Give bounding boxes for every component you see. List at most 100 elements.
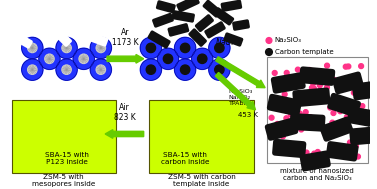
Circle shape bbox=[62, 43, 71, 53]
FancyBboxPatch shape bbox=[271, 72, 306, 94]
Circle shape bbox=[290, 100, 294, 105]
FancyBboxPatch shape bbox=[267, 57, 368, 163]
Circle shape bbox=[96, 43, 106, 53]
Circle shape bbox=[331, 111, 336, 115]
Circle shape bbox=[285, 84, 290, 89]
FancyBboxPatch shape bbox=[326, 141, 359, 162]
Circle shape bbox=[351, 90, 356, 95]
FancyBboxPatch shape bbox=[12, 100, 116, 173]
Circle shape bbox=[158, 48, 179, 69]
FancyBboxPatch shape bbox=[267, 94, 302, 116]
Circle shape bbox=[354, 143, 358, 148]
FancyBboxPatch shape bbox=[352, 81, 377, 100]
FancyBboxPatch shape bbox=[63, 0, 82, 18]
Circle shape bbox=[28, 65, 37, 74]
Circle shape bbox=[343, 105, 348, 110]
FancyBboxPatch shape bbox=[300, 150, 331, 171]
Circle shape bbox=[272, 70, 277, 75]
FancyBboxPatch shape bbox=[83, 0, 104, 12]
Circle shape bbox=[307, 67, 312, 72]
FancyArrow shape bbox=[107, 54, 144, 63]
FancyBboxPatch shape bbox=[290, 113, 325, 132]
FancyBboxPatch shape bbox=[347, 107, 374, 127]
Circle shape bbox=[310, 81, 315, 85]
Circle shape bbox=[315, 149, 320, 154]
Circle shape bbox=[325, 63, 329, 68]
Circle shape bbox=[311, 86, 316, 91]
Circle shape bbox=[340, 126, 345, 131]
Circle shape bbox=[90, 59, 112, 80]
FancyBboxPatch shape bbox=[94, 19, 112, 31]
Circle shape bbox=[215, 43, 224, 53]
Circle shape bbox=[281, 123, 286, 128]
Circle shape bbox=[324, 133, 329, 138]
Circle shape bbox=[325, 85, 329, 90]
FancyBboxPatch shape bbox=[156, 0, 176, 13]
FancyBboxPatch shape bbox=[16, 0, 36, 13]
FancyBboxPatch shape bbox=[172, 10, 195, 23]
Text: mixture of nanosized
carbon and Na₂SiO₃: mixture of nanosized carbon and Na₂SiO₃ bbox=[280, 168, 354, 181]
FancyBboxPatch shape bbox=[320, 117, 353, 142]
FancyBboxPatch shape bbox=[195, 14, 214, 32]
Circle shape bbox=[284, 80, 289, 84]
Text: Ar
1173 K: Ar 1173 K bbox=[112, 28, 139, 47]
Circle shape bbox=[275, 122, 280, 126]
Circle shape bbox=[39, 48, 60, 69]
FancyBboxPatch shape bbox=[149, 100, 254, 173]
Circle shape bbox=[354, 137, 358, 142]
Circle shape bbox=[294, 110, 299, 115]
FancyBboxPatch shape bbox=[147, 30, 171, 49]
Text: 453 K: 453 K bbox=[238, 112, 258, 118]
Circle shape bbox=[56, 59, 77, 80]
Circle shape bbox=[343, 64, 348, 69]
Circle shape bbox=[266, 49, 272, 55]
Circle shape bbox=[359, 64, 363, 69]
Circle shape bbox=[146, 43, 156, 53]
FancyBboxPatch shape bbox=[332, 71, 364, 94]
FancyBboxPatch shape bbox=[327, 93, 361, 117]
Circle shape bbox=[318, 78, 323, 83]
FancyBboxPatch shape bbox=[349, 126, 377, 145]
FancyBboxPatch shape bbox=[176, 0, 200, 12]
Circle shape bbox=[181, 65, 190, 74]
Circle shape bbox=[331, 77, 336, 82]
FancyBboxPatch shape bbox=[75, 7, 97, 26]
Circle shape bbox=[296, 67, 300, 72]
Circle shape bbox=[299, 127, 303, 132]
FancyBboxPatch shape bbox=[272, 139, 307, 158]
Circle shape bbox=[288, 112, 293, 117]
FancyBboxPatch shape bbox=[213, 7, 234, 26]
Circle shape bbox=[317, 83, 322, 88]
Circle shape bbox=[310, 85, 314, 90]
FancyBboxPatch shape bbox=[54, 28, 72, 47]
Circle shape bbox=[79, 54, 88, 64]
Circle shape bbox=[273, 126, 278, 131]
Circle shape bbox=[266, 38, 272, 43]
Circle shape bbox=[175, 59, 196, 80]
Circle shape bbox=[311, 80, 316, 85]
FancyArrow shape bbox=[216, 57, 265, 88]
Circle shape bbox=[332, 78, 337, 82]
Circle shape bbox=[62, 65, 71, 74]
Circle shape bbox=[277, 87, 282, 92]
Circle shape bbox=[310, 86, 314, 91]
Circle shape bbox=[328, 105, 333, 110]
Text: Na₂SiO₃: Na₂SiO₃ bbox=[275, 37, 302, 43]
Circle shape bbox=[304, 150, 309, 155]
Circle shape bbox=[45, 54, 54, 64]
Text: ZSM-5 with
mesopores inside: ZSM-5 with mesopores inside bbox=[32, 174, 95, 187]
FancyBboxPatch shape bbox=[34, 10, 57, 23]
Circle shape bbox=[349, 153, 353, 158]
Circle shape bbox=[140, 59, 161, 80]
FancyArrow shape bbox=[105, 130, 144, 138]
FancyBboxPatch shape bbox=[221, 0, 242, 12]
Circle shape bbox=[181, 43, 190, 53]
Text: NaOH: NaOH bbox=[216, 38, 238, 47]
Circle shape bbox=[282, 92, 287, 97]
Circle shape bbox=[348, 110, 352, 115]
Circle shape bbox=[311, 122, 316, 127]
Text: Air
823 K: Air 823 K bbox=[113, 103, 135, 122]
FancyBboxPatch shape bbox=[202, 0, 222, 18]
FancyArrow shape bbox=[215, 72, 256, 110]
Circle shape bbox=[358, 89, 363, 94]
